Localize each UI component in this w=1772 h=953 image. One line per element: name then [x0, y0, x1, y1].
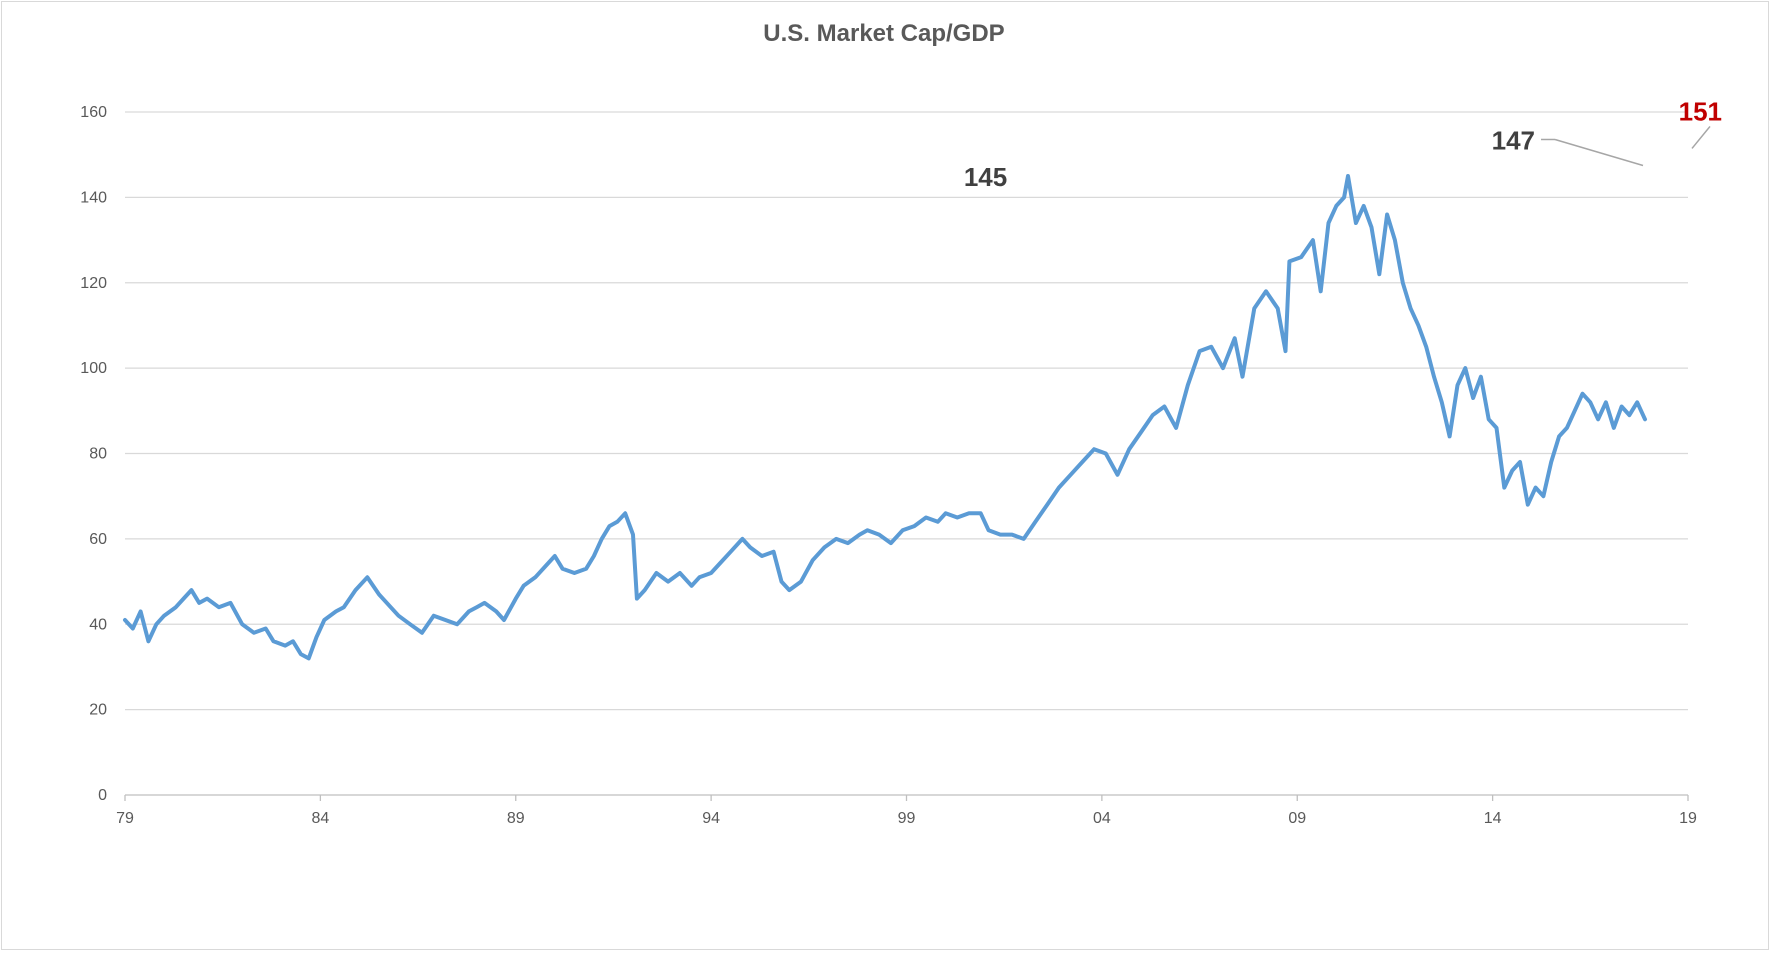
- x-tick-label: 14: [1484, 810, 1502, 827]
- x-tick-label: 19: [1679, 810, 1697, 827]
- y-tick-label: 160: [80, 104, 107, 121]
- annotation-label: 147: [1492, 125, 1535, 155]
- annotation-label: 145: [964, 162, 1007, 192]
- x-tick-label: 84: [311, 810, 329, 827]
- y-tick-label: 120: [80, 275, 107, 292]
- y-tick-label: 140: [80, 189, 107, 206]
- y-tick-label: 40: [89, 616, 107, 633]
- y-axis: 0 20 40 60 80 100 120 140 160: [80, 104, 107, 804]
- x-tick-label: 79: [116, 810, 134, 827]
- y-tick-label: 80: [89, 446, 107, 463]
- y-tick-label: 60: [89, 531, 107, 548]
- x-tick-label: 89: [507, 810, 525, 827]
- x-tick-label: 04: [1093, 810, 1111, 827]
- y-tick-label: 0: [98, 787, 107, 804]
- annotation-leader: [1691, 125, 1711, 149]
- series-line: [123, 174, 1647, 661]
- x-tick-label: 09: [1288, 810, 1306, 827]
- x-axis: 79 84 89 94 99 04 09 14 19: [116, 795, 1697, 827]
- y-tick-label: 20: [89, 702, 107, 719]
- annotation-label: 151: [1679, 96, 1722, 126]
- x-tick-label: 99: [898, 810, 916, 827]
- x-tick-label: 94: [702, 810, 720, 827]
- chart-title: U.S. Market Cap/GDP: [763, 20, 1005, 47]
- gridlines: [125, 111, 1688, 796]
- annotation-leader: [1554, 138, 1644, 167]
- y-tick-label: 100: [80, 360, 107, 377]
- annotations: 145 147 151: [964, 96, 1722, 192]
